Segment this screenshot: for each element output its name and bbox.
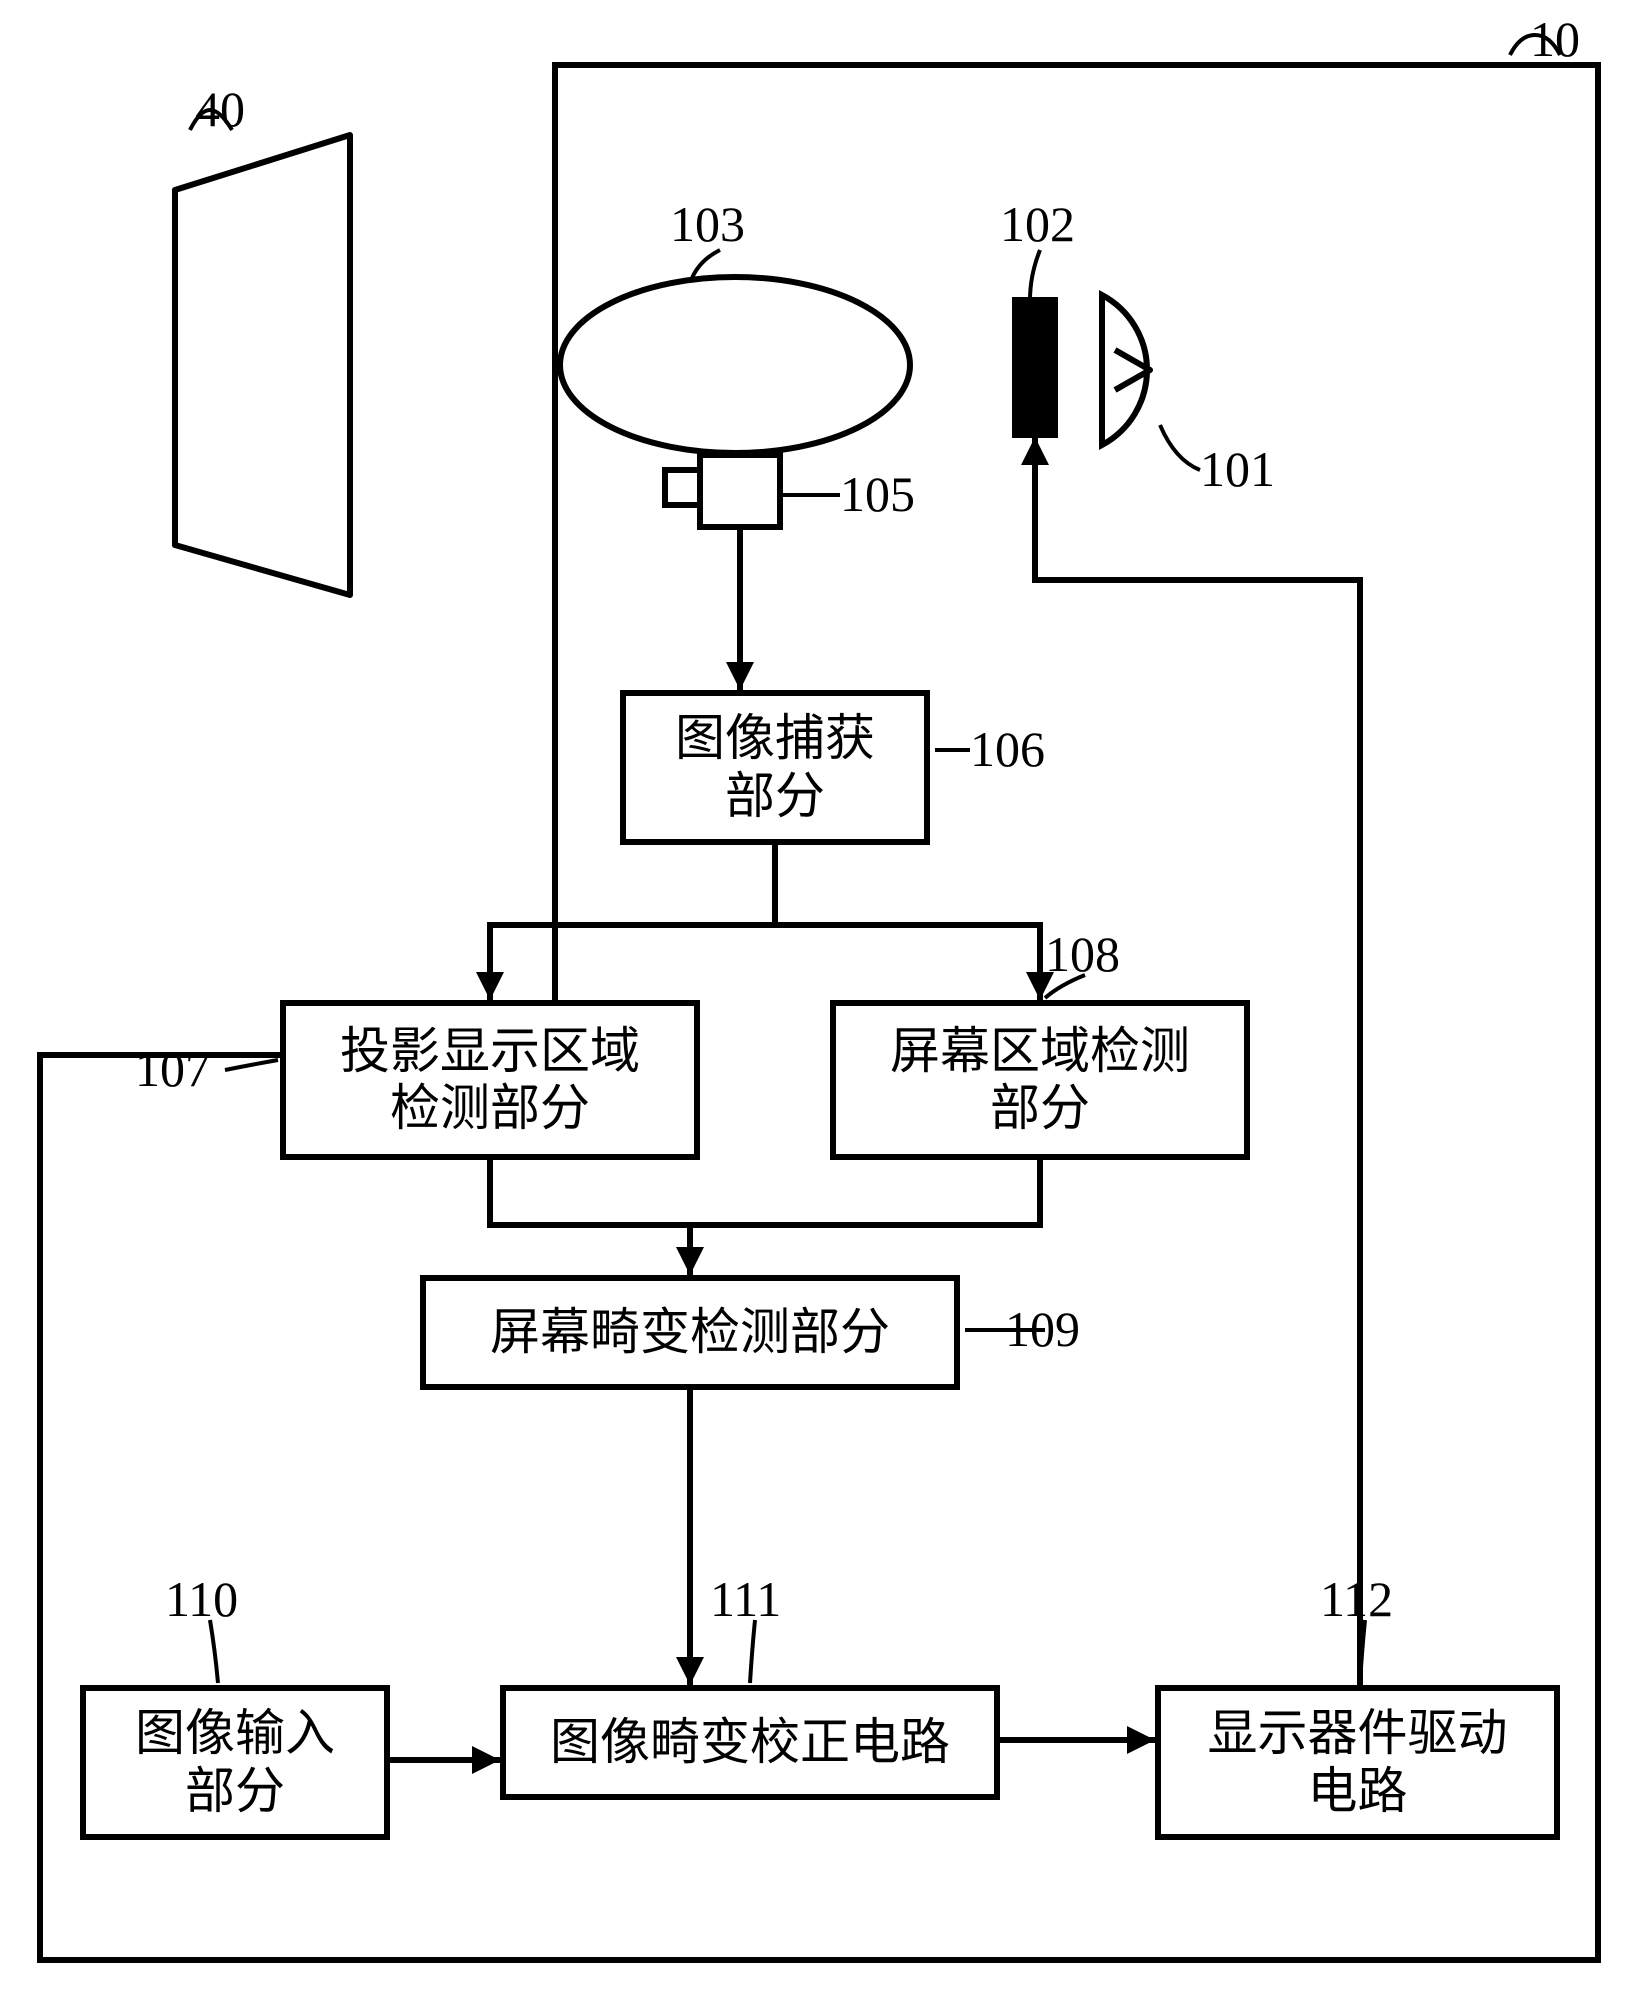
label-l108: 108: [1045, 925, 1120, 983]
node-n112: 显示器件驱动 电路: [1155, 1685, 1560, 1840]
arrowhead: [1021, 437, 1049, 465]
arrowhead: [676, 1247, 704, 1275]
arrowhead: [1127, 1726, 1155, 1754]
node-n110: 图像输入 部分: [80, 1685, 390, 1840]
label-l105: 105: [840, 465, 915, 523]
arrowhead: [726, 662, 754, 690]
leader-curve: [692, 250, 720, 278]
label-l40: 40: [195, 80, 245, 138]
projection-lens: [560, 277, 910, 453]
arrowhead: [476, 972, 504, 1000]
leader-curve: [1030, 250, 1040, 300]
edge: [490, 1160, 690, 1275]
lamp-filament: [1115, 350, 1150, 390]
arrowhead: [472, 1746, 500, 1774]
leader-curve: [750, 1620, 755, 1683]
node-n111: 图像畸变校正电路: [500, 1685, 1000, 1800]
arrowhead: [676, 1657, 704, 1685]
node-n109-label: 屏幕畸变检测部分: [490, 1304, 890, 1362]
label-l107: 107: [135, 1040, 210, 1098]
label-l109: 109: [1005, 1300, 1080, 1358]
display-panel: [1015, 300, 1055, 435]
node-n109: 屏幕畸变检测部分: [420, 1275, 960, 1390]
label-l103: 103: [670, 195, 745, 253]
lamp-shape: [1102, 295, 1147, 445]
label-l102: 102: [1000, 195, 1075, 253]
label-l112: 112: [1320, 1570, 1393, 1628]
node-n108: 屏幕区域检测 部分: [830, 1000, 1250, 1160]
edge: [690, 1160, 1040, 1225]
label-l110: 110: [165, 1570, 238, 1628]
outer-enclosure: [40, 65, 1598, 1960]
node-n111-label: 图像畸变校正电路: [550, 1714, 950, 1772]
node-n108-label: 屏幕区域检测 部分: [890, 1023, 1190, 1138]
leader-curve: [225, 1060, 278, 1070]
label-l10: 10: [1530, 10, 1580, 68]
edge: [490, 845, 775, 1000]
node-n112-label: 显示器件驱动 电路: [1208, 1705, 1508, 1820]
node-n110-label: 图像输入 部分: [135, 1705, 335, 1820]
leader-curve: [1160, 425, 1200, 470]
screen-shape: [175, 135, 350, 595]
label-l101: 101: [1200, 440, 1275, 498]
node-n107: 投影显示区域 检测部分: [280, 1000, 700, 1160]
camera-body: [700, 455, 780, 527]
node-n106-label: 图像捕获 部分: [675, 710, 875, 825]
leader-curve: [210, 1620, 218, 1683]
label-l111: 111: [710, 1570, 781, 1628]
edge: [775, 925, 1040, 1000]
node-n107-label: 投影显示区域 检测部分: [340, 1023, 640, 1138]
label-l106: 106: [970, 720, 1045, 778]
leader-curve: [1360, 1620, 1365, 1683]
node-n106: 图像捕获 部分: [620, 690, 930, 845]
diagram-stage: 图像捕获 部分投影显示区域 检测部分 屏幕区域检测 部分屏幕畸变检测部分图像输入 …: [0, 0, 1638, 2008]
camera-eye: [665, 470, 700, 505]
